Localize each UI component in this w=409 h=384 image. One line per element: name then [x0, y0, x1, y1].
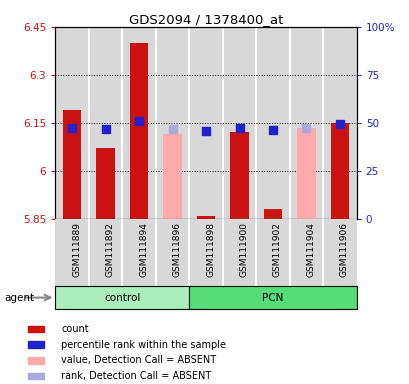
- Bar: [28, 326, 45, 332]
- Text: control: control: [104, 293, 140, 303]
- Bar: [189, 27, 222, 219]
- Text: GSM111902: GSM111902: [272, 222, 281, 277]
- Point: [69, 125, 75, 131]
- Point: [169, 126, 175, 132]
- Bar: [130, 43, 148, 219]
- Bar: [28, 341, 45, 348]
- Bar: [322, 27, 356, 219]
- Bar: [96, 149, 115, 219]
- Text: GSM111896: GSM111896: [172, 222, 181, 277]
- Text: GSM111904: GSM111904: [306, 222, 315, 277]
- Bar: [122, 219, 155, 286]
- Point: [236, 125, 242, 131]
- Bar: [230, 132, 248, 219]
- Bar: [256, 219, 289, 286]
- Bar: [196, 216, 215, 219]
- Text: agent: agent: [4, 293, 34, 303]
- Point: [102, 126, 109, 132]
- Text: rank, Detection Call = ABSENT: rank, Detection Call = ABSENT: [61, 371, 211, 381]
- Bar: [256, 27, 289, 219]
- Bar: [55, 286, 189, 309]
- Bar: [189, 219, 222, 286]
- Bar: [55, 219, 89, 286]
- Text: GSM111906: GSM111906: [339, 222, 348, 277]
- Bar: [63, 110, 81, 219]
- Bar: [289, 219, 322, 286]
- Text: GSM111898: GSM111898: [205, 222, 214, 277]
- Title: GDS2094 / 1378400_at: GDS2094 / 1378400_at: [128, 13, 283, 26]
- Bar: [322, 219, 356, 286]
- Text: GSM111889: GSM111889: [72, 222, 81, 277]
- Bar: [297, 128, 315, 219]
- Bar: [55, 27, 89, 219]
- Bar: [28, 357, 45, 364]
- Bar: [330, 123, 348, 219]
- Bar: [28, 373, 45, 379]
- Point: [135, 118, 142, 124]
- Bar: [289, 27, 322, 219]
- Bar: [263, 209, 281, 219]
- Text: percentile rank within the sample: percentile rank within the sample: [61, 339, 225, 349]
- Bar: [122, 27, 155, 219]
- Bar: [163, 134, 181, 219]
- Bar: [89, 27, 122, 219]
- Text: count: count: [61, 324, 88, 334]
- Bar: [189, 286, 356, 309]
- Bar: [222, 219, 256, 286]
- Text: GSM111900: GSM111900: [239, 222, 248, 277]
- Bar: [222, 27, 256, 219]
- Point: [202, 127, 209, 134]
- Text: value, Detection Call = ABSENT: value, Detection Call = ABSENT: [61, 355, 216, 365]
- Point: [336, 121, 342, 127]
- Point: [269, 127, 276, 133]
- Text: GSM111894: GSM111894: [139, 222, 148, 277]
- Bar: [89, 219, 122, 286]
- Text: PCN: PCN: [262, 293, 283, 303]
- Bar: [155, 27, 189, 219]
- Bar: [155, 219, 189, 286]
- Point: [302, 125, 309, 131]
- Text: GSM111892: GSM111892: [106, 222, 114, 277]
